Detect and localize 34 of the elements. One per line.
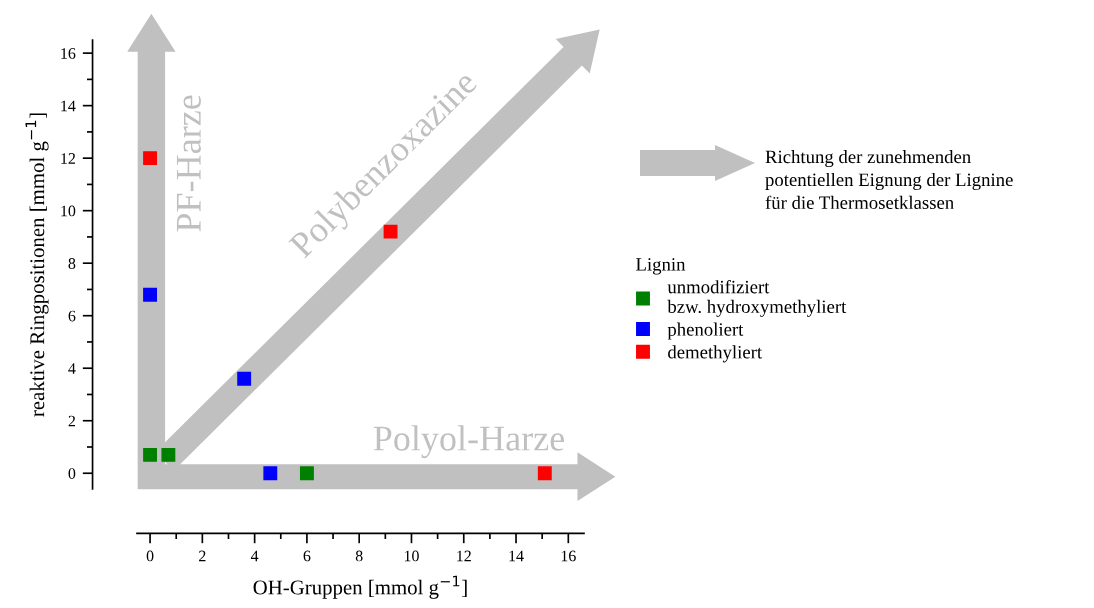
y-tick-label: 6	[68, 310, 76, 322]
x-tick-label: 10	[404, 550, 419, 562]
y-tick-label: 2	[68, 415, 76, 427]
text: Richtung der zunehmenden potentiellen Eignung der Lignine für die Thermosetklassen	[765, 150, 1013, 210]
point	[263, 466, 278, 481]
legend-title: Lignin	[636, 258, 686, 275]
y-tick-label: 10	[61, 205, 76, 217]
point	[237, 371, 252, 386]
y-tick-label: 4	[68, 363, 76, 374]
y-tick-label: 14	[61, 100, 76, 112]
point	[161, 447, 176, 462]
annotation: PF-Harze	[176, 95, 201, 232]
x-tick-label: 4	[250, 550, 259, 562]
point	[143, 151, 158, 166]
x-tick-label: 16	[561, 550, 576, 562]
x-tick-label: 6	[303, 550, 311, 562]
y-tick-label: 8	[68, 258, 76, 269]
x-tick-label: 0	[146, 550, 154, 562]
point	[143, 447, 158, 462]
y-tick-label: 16	[61, 48, 76, 59]
x-tick-label: 14	[509, 550, 524, 562]
x-tick-label: 12	[457, 550, 471, 562]
x-tick-label: 8	[355, 550, 363, 562]
x-tick-label: 2	[199, 550, 206, 562]
legend-label: demethyliert	[668, 345, 763, 363]
y-tick-label: 0	[68, 468, 76, 479]
point	[299, 466, 314, 481]
point	[143, 287, 158, 302]
y-tick-label: 12	[61, 153, 76, 164]
point	[537, 466, 552, 481]
legend-label: phenoliert	[667, 322, 744, 340]
y-axis-title: reaktive Ringpositionen [mmol g$^{−1}$]	[25, 113, 49, 417]
x-axis-title: OH-Gruppen [mmol g$^{−1}$]	[253, 575, 467, 599]
annotation: Polyol-Harze	[373, 425, 564, 459]
